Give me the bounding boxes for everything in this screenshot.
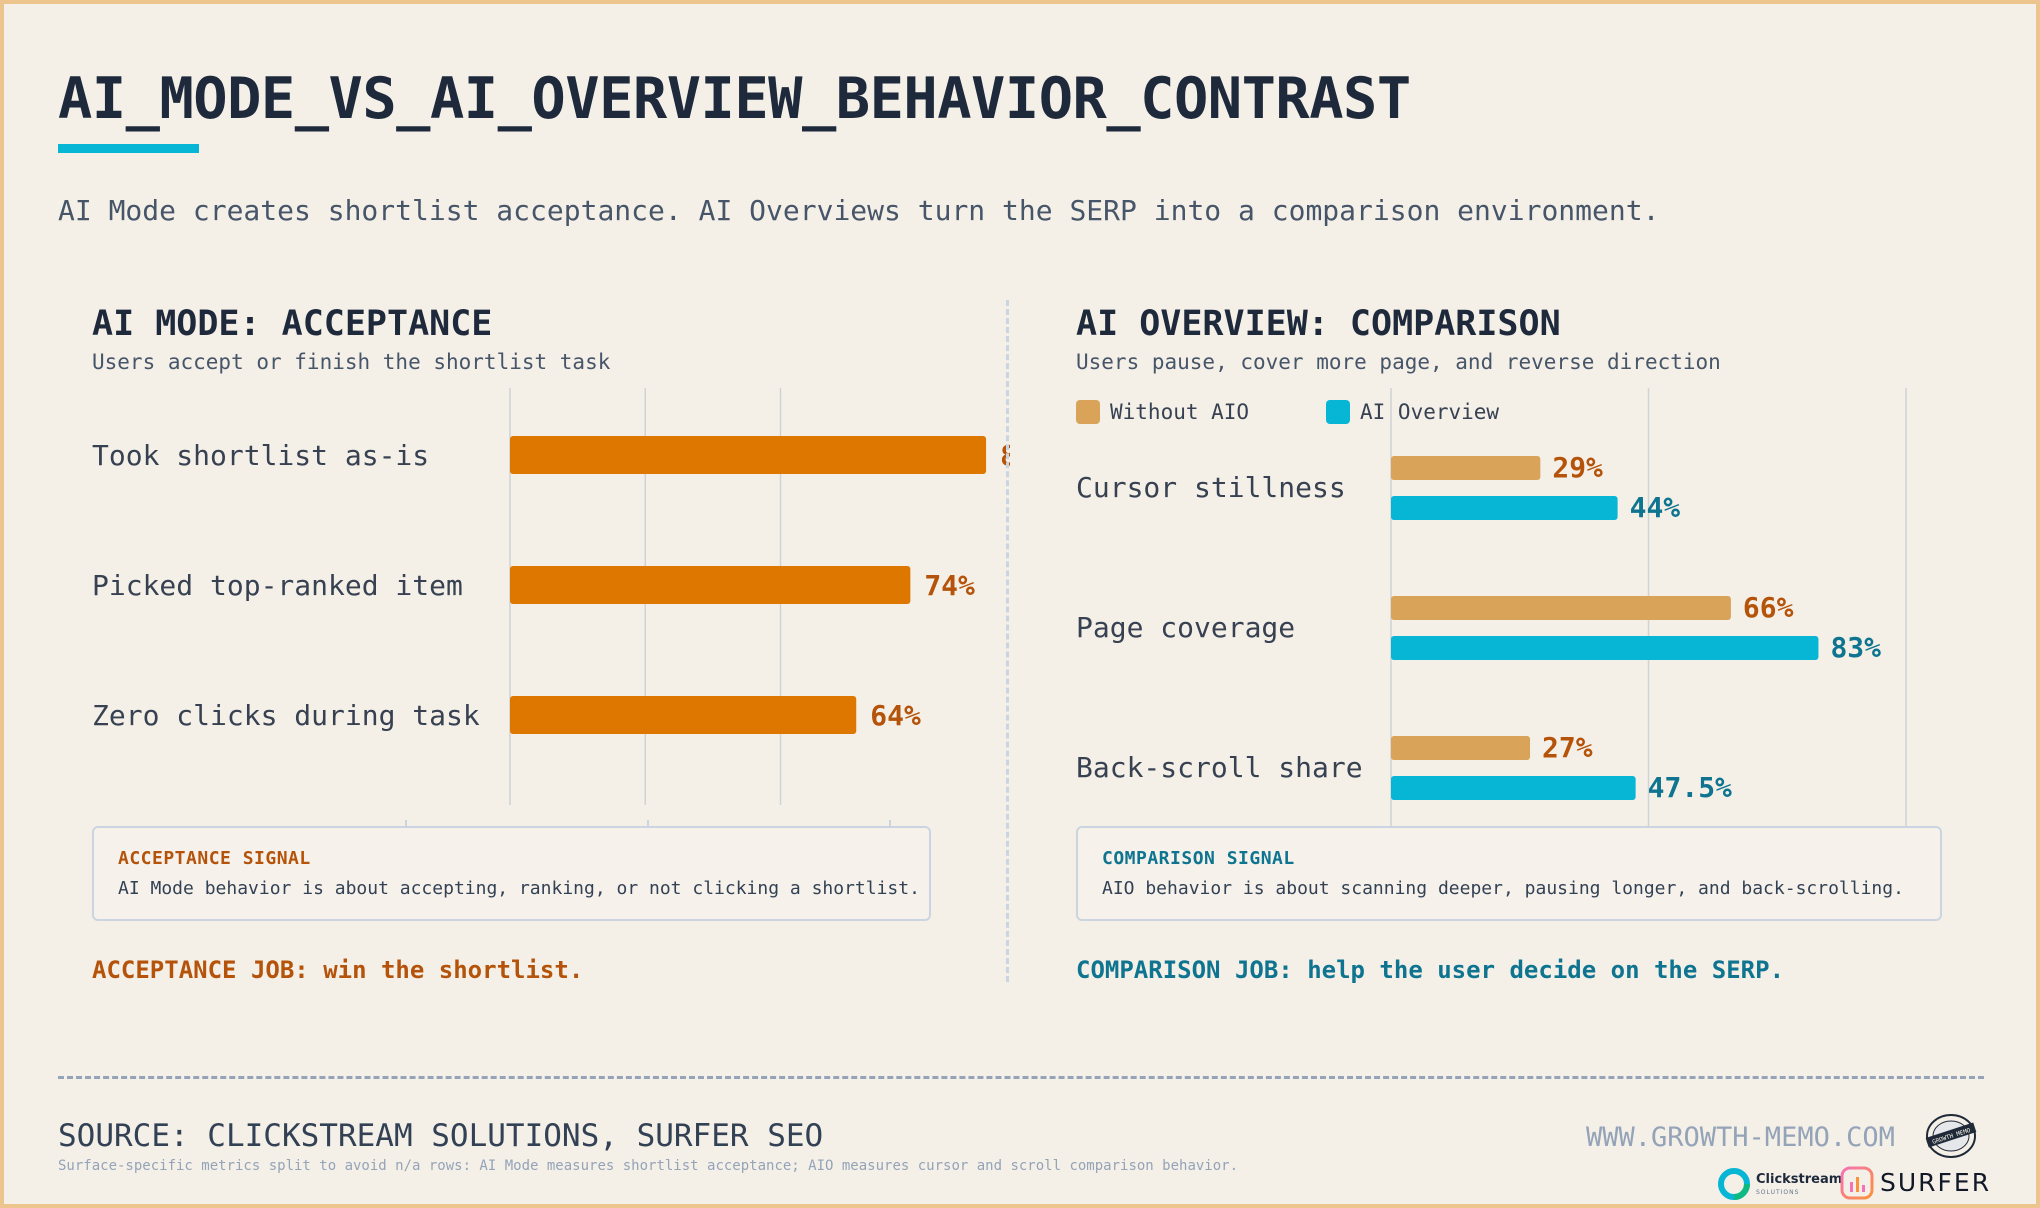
category-label-back-scroll-share: Back-scroll share xyxy=(1076,751,1363,784)
acceptance-chart: Took shortlist as-is 88% Picked top-ranked… xyxy=(92,388,1010,826)
acceptance-job: ACCEPTANCE JOB: win the shortlist. xyxy=(92,956,584,984)
bar-took-shortlist-as-is xyxy=(510,436,987,474)
panel-divider xyxy=(1006,300,1009,982)
acceptance-signal-text: AI Mode behavior is about accepting, ran… xyxy=(118,878,920,899)
value-label-back-scroll-share-without-aio: 27% xyxy=(1542,731,1593,764)
acceptance-signal-box: ACCEPTANCE SIGNAL AI Mode behavior is ab… xyxy=(92,826,931,921)
clickstream-logo: Clickstream SOLUTIONS xyxy=(1716,1166,1842,1202)
value-label-took-shortlist-as-is: 88% xyxy=(1000,439,1010,472)
surfer-name: SURFER xyxy=(1880,1168,1992,1197)
category-label-picked-top-ranked-item: Picked top-ranked item xyxy=(92,569,463,602)
acceptance-signal-label: ACCEPTANCE SIGNAL xyxy=(118,848,311,869)
comparison-job: COMPARISON JOB: help the user decide on … xyxy=(1076,956,1785,984)
surfer-logo: SURFER xyxy=(1838,1164,1992,1202)
growth-memo-logo: GROWTH MEMO xyxy=(1920,1110,1982,1160)
comparison-chart: Without AIO AI Overview Cursor stillness 29… xyxy=(1076,388,1907,826)
bar-cursor-stillness-ai-overview xyxy=(1391,496,1618,520)
legend-swatch-without-aio xyxy=(1076,400,1100,424)
page-title: AI_MODE_VS_AI_OVERVIEW_BEHAVIOR_CONTRAST xyxy=(58,66,1411,132)
category-label-page-coverage: Page coverage xyxy=(1076,611,1295,644)
category-label-cursor-stillness: Cursor stillness xyxy=(1076,471,1346,504)
right-panel-title: AI OVERVIEW: COMPARISON xyxy=(1076,304,1561,344)
legend-label-without-aio: Without AIO xyxy=(1110,400,1249,424)
clickstream-sub: SOLUTIONS xyxy=(1756,1189,1800,1196)
category-label-took-shortlist-as-is: Took shortlist as-is xyxy=(92,439,429,472)
value-label-picked-top-ranked-item: 74% xyxy=(924,569,975,602)
bar-back-scroll-share-without-aio xyxy=(1391,736,1531,760)
bar-page-coverage-ai-overview xyxy=(1391,636,1819,660)
value-label-zero-clicks-during-task: 64% xyxy=(870,699,921,732)
source-text: SOURCE: CLICKSTREAM SOLUTIONS, SURFER SE… xyxy=(58,1118,824,1154)
value-label-page-coverage-ai-overview: 83% xyxy=(1830,631,1881,664)
left-panel-subtitle: Users accept or finish the shortlist tas… xyxy=(92,350,611,374)
category-label-zero-clicks-during-task: Zero clicks during task xyxy=(92,699,480,732)
comparison-signal-label: COMPARISON SIGNAL xyxy=(1102,848,1295,869)
value-label-page-coverage-without-aio: 66% xyxy=(1743,591,1794,624)
value-label-cursor-stillness-without-aio: 29% xyxy=(1552,451,1603,484)
legend-label-ai-overview: AI Overview xyxy=(1360,400,1499,424)
footnote-text: Surface-specific metrics split to avoid … xyxy=(58,1158,1239,1174)
bar-page-coverage-without-aio xyxy=(1391,596,1731,620)
value-label-back-scroll-share-ai-overview: 47.5% xyxy=(1648,771,1732,804)
comparison-signal-box: COMPARISON SIGNAL AIO behavior is about … xyxy=(1076,826,1942,921)
clickstream-name: Clickstream xyxy=(1756,1172,1843,1187)
page-subtitle: AI Mode creates shortlist acceptance. AI… xyxy=(58,194,1660,227)
title-underline xyxy=(58,144,199,153)
value-label-cursor-stillness-ai-overview: 44% xyxy=(1630,491,1681,524)
legend-swatch-ai-overview xyxy=(1326,400,1350,424)
bar-cursor-stillness-without-aio xyxy=(1391,456,1541,480)
bar-back-scroll-share-ai-overview xyxy=(1391,776,1636,800)
bar-zero-clicks-during-task xyxy=(510,696,857,734)
site-url[interactable]: WWW.GROWTH-MEMO.COM xyxy=(1586,1122,1895,1153)
bar-picked-top-ranked-item xyxy=(510,566,911,604)
left-panel-title: AI MODE: ACCEPTANCE xyxy=(92,304,493,344)
comparison-signal-text: AIO behavior is about scanning deeper, p… xyxy=(1102,878,1904,899)
footer-divider xyxy=(58,1076,1984,1079)
right-panel-subtitle: Users pause, cover more page, and revers… xyxy=(1076,350,1721,374)
